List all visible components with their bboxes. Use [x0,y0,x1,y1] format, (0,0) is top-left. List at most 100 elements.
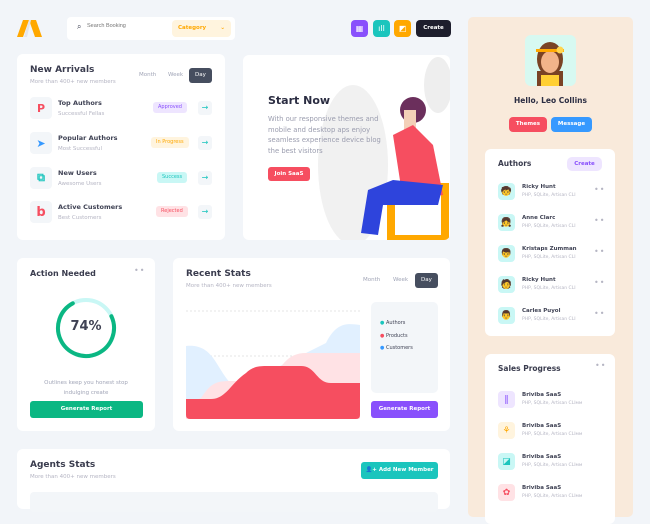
tab-week[interactable]: Week [168,72,184,78]
person-illustration [318,57,450,240]
generate-report-button[interactable]: Generate Report [30,401,143,418]
profile-panel: Hello, Leo Collins Themes Message Author… [468,17,633,524]
table-header [30,492,438,512]
item-subtitle: Most Successful [58,146,102,152]
more-icon[interactable]: •• [594,278,606,287]
item-title: Active Customers [58,203,123,211]
top-authors-icon: P [30,97,52,119]
status-badge: Success [157,172,188,183]
join-saas-button[interactable]: Join SaaS [268,167,310,181]
card-subtitle: More than 400+ new members [30,474,116,480]
search-input[interactable] [87,23,167,29]
author-skills: PHP, SQLite, Artisan CLI [522,317,576,322]
author-name: Kristaps Zumman [522,246,577,252]
create-author-button[interactable]: Create [567,157,602,171]
more-icon[interactable]: •• [594,216,606,225]
start-now-title: Start Now [268,94,331,107]
more-icon[interactable]: •• [134,266,146,275]
more-icon[interactable]: •• [594,185,606,194]
category-label: Category [178,25,207,31]
author-avatar: 🧑 [498,276,515,293]
progress-ring-fill [56,298,116,358]
paper-plane-icon: ➤ [30,132,52,154]
legend-item-customers: ● Customers [380,345,413,351]
area-chart [186,310,360,419]
arrow-right-icon[interactable]: → [198,136,212,150]
author-skills: PHP, SQLite, Artisan CLI [522,255,576,260]
greeting: Hello, Leo Collins [514,96,587,105]
author-name: Ricky Hunt [522,184,556,190]
status-badge: In Progress [151,137,189,148]
chart-legend: ● Authors ● Products ● Customers [371,302,438,393]
tab-week[interactable]: Week [393,277,409,283]
tab-month[interactable]: Month [363,277,381,283]
authors-area [186,366,360,419]
search-bar: ⌕ Category ⌄ [67,17,235,40]
create-button[interactable]: Create [416,20,451,37]
product-skills: PHP, SQLite, Artisan CLIмм [522,463,583,468]
product-icon: ⚘ [498,422,515,439]
product-skills: PHP, SQLite, Artisan CLIмм [522,494,583,499]
category-dropdown[interactable]: Category ⌄ [172,20,231,37]
logo [17,20,42,37]
author-skills: PHP, SQLite, Artisan CLI [522,224,576,229]
card-title: Recent Stats [186,269,251,279]
tab-day[interactable]: Day [415,273,438,288]
author-name: Carles Puyol [522,308,561,314]
new-arrivals-card: New Arrivals More than 400+ new members … [17,54,225,240]
status-badge: Approved [153,102,187,113]
recent-stats-card: Recent Stats More than 400+ new members … [173,258,450,431]
grid-icon-button[interactable]: ▦ [351,20,368,37]
author-name: Ricky Hunt [522,277,556,283]
product-icon: ✿ [498,484,515,501]
action-needed-card: Action Needed •• 74% Outlines keep you h… [17,258,155,431]
more-icon[interactable]: •• [594,247,606,256]
action-text: Outlines keep you honest stop indulging … [44,380,128,396]
item-title: New Users [58,169,97,177]
product-name: Briviba SaaS [522,454,562,460]
item-title: Top Authors [58,99,102,107]
progress-percent: 74% [70,319,102,334]
search-icon: ⌕ [77,22,82,31]
add-user-icon: 👤+ [365,467,379,473]
author-avatar: 👨 [498,307,515,324]
product-icon: ‖ [498,391,515,408]
arrow-right-icon[interactable]: → [198,101,212,115]
themes-button[interactable]: Themes [509,117,547,132]
more-icon[interactable]: •• [594,309,606,318]
product-skills: PHP, SQLite, Artisan CLIмм [522,401,583,406]
tab-day[interactable]: Day [189,68,212,83]
author-name: Anne Clarc [522,215,556,221]
author-skills: PHP, SQLite, Artisan CLI [522,193,576,198]
chevron-down-icon: ⌄ [220,25,225,31]
card-title: New Arrivals [30,65,95,75]
card-subtitle: More than 400+ new members [186,283,272,289]
product-name: Briviba SaaS [522,485,562,491]
card-title: Authors [498,159,532,168]
start-now-card: Start Now With our responsive themes and… [243,55,450,240]
new-users-icon: ⧉ [30,167,52,189]
more-icon[interactable]: •• [595,361,607,370]
sales-progress-card: Sales Progress •• ‖ Briviba SaaS PHP, SQ… [485,354,615,524]
chart-icon-button[interactable]: ıll [373,20,390,37]
arrow-right-icon[interactable]: → [198,171,212,185]
layers-icon-button[interactable]: ◩ [394,20,411,37]
status-badge: Rejected [156,206,188,217]
add-new-member-button[interactable]: 👤+ Add New Member [361,462,438,479]
agents-stats-card: Agents Stats More than 400+ new members … [17,449,450,512]
legend-item-products: ● Products [380,333,408,339]
card-title: Sales Progress [498,364,561,373]
authors-card: Authors Create 🧒 Ricky Hunt PHP, SQLite,… [485,149,615,336]
message-button[interactable]: Message [551,117,592,132]
card-title: Action Needed [30,269,96,278]
generate-report-button[interactable]: Generate Report [371,401,438,418]
tab-month[interactable]: Month [139,72,157,78]
product-name: Briviba SaaS [522,392,562,398]
legend-item-authors: ● Authors [380,320,406,326]
author-avatar: 👦 [498,245,515,262]
progress-ring [56,298,116,358]
author-avatar: 🧒 [498,183,515,200]
arrow-right-icon[interactable]: → [198,205,212,219]
customers-icon: b [30,201,52,223]
product-icon: ◪ [498,453,515,470]
